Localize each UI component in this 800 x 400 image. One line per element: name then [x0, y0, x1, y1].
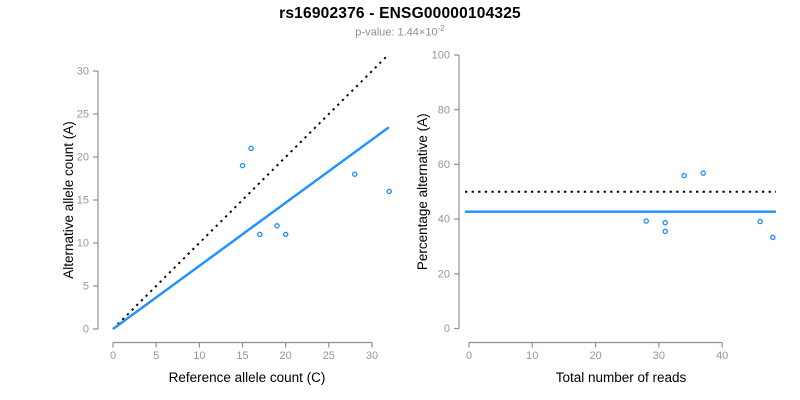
data-point — [274, 223, 280, 229]
x-tick-label: 5 — [153, 350, 159, 362]
x-axis-title: Reference allele count (C) — [169, 370, 326, 385]
y-tick-label: 20 — [438, 268, 450, 280]
data-point — [757, 218, 763, 225]
y-tick-label: 80 — [438, 104, 450, 116]
x-tick-label: 20 — [589, 350, 601, 362]
data-point — [248, 145, 254, 152]
y-axis-title: Alternative allele count (A) — [61, 121, 76, 279]
data-point — [681, 172, 687, 179]
pvalue-exponent: -2 — [437, 24, 445, 33]
data-point — [770, 234, 776, 241]
data-point — [662, 219, 668, 226]
data-point — [662, 228, 668, 235]
x-tick-label: 15 — [236, 350, 248, 362]
x-tick-label: 30 — [366, 350, 378, 362]
fit-line — [112, 126, 390, 330]
pvalue-text: p-value: 1.44×10 — [355, 26, 438, 39]
y-tick-label: 5 — [83, 281, 89, 293]
y-tick-label: 10 — [77, 238, 89, 250]
data-point — [282, 231, 289, 238]
y-tick-label: 100 — [432, 50, 450, 62]
y-tick-label: 20 — [77, 152, 89, 164]
data-point — [700, 170, 706, 176]
y-tick-label: 0 — [444, 323, 450, 335]
x-tick-label: 20 — [280, 350, 292, 362]
y-tick-label: 30 — [77, 66, 89, 78]
plot-subtitle: p-value: 1.44×10-2 — [0, 24, 800, 39]
x-tick-label: 0 — [466, 350, 472, 362]
x-axis-title: Total number of reads — [556, 370, 687, 385]
data-point — [643, 218, 649, 224]
x-tick-label: 40 — [716, 350, 728, 362]
y-tick-label: 0 — [83, 324, 89, 336]
data-point — [257, 231, 263, 238]
x-tick-label: 10 — [193, 350, 205, 362]
identity-line — [112, 53, 390, 330]
x-tick-label: 0 — [110, 350, 116, 362]
data-point — [239, 162, 246, 169]
y-tick-label: 15 — [77, 195, 89, 207]
y-tick-label: 60 — [438, 159, 450, 171]
plot-title: rs16902376 - ENSG00000104325 — [279, 5, 521, 22]
data-point — [386, 188, 393, 195]
x-tick-label: 30 — [653, 350, 665, 362]
y-tick-label: 25 — [77, 109, 89, 121]
y-tick-label: 40 — [438, 214, 450, 226]
data-point — [351, 171, 358, 177]
y-axis-title: Percentage alternative (A) — [415, 113, 430, 270]
x-tick-label: 25 — [323, 350, 335, 362]
x-tick-label: 10 — [526, 350, 538, 362]
